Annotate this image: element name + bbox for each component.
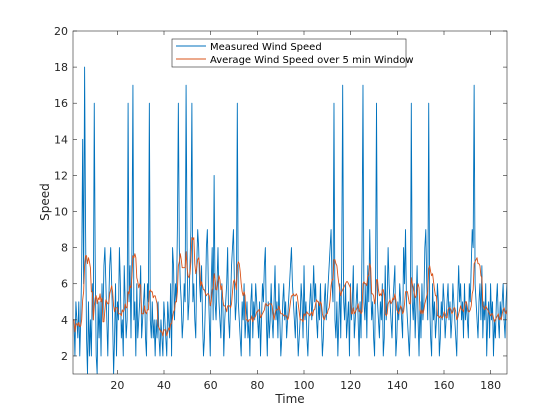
y-tick-label: 10 [54,206,68,219]
x-tick-label: 80 [250,379,264,392]
y-axis: 2 4 6 8 10 12 14 16 18 20 [54,25,507,363]
plot-area [73,31,507,374]
y-tick-label: 2 [61,350,68,363]
x-tick-label: 160 [434,379,455,392]
y-tick-label: 12 [54,169,68,182]
x-axis: 20 40 60 80 100 120 140 160 180 [110,31,501,392]
x-tick-label: 60 [204,379,218,392]
legend: Measured Wind Speed Average Wind Speed o… [171,38,414,68]
series-line-average [73,237,507,337]
axes-box [72,30,508,375]
y-tick-label: 14 [54,133,68,146]
y-tick-label: 18 [54,61,68,74]
x-tick-label: 180 [480,379,501,392]
y-tick-label: 6 [61,278,68,291]
x-axis-label: Time [274,392,304,406]
x-tick-label: 20 [110,379,124,392]
y-axis-label: Speed [38,183,52,221]
x-tick-label: 120 [340,379,361,392]
legend-label-measured: Measured Wind Speed [210,42,322,53]
y-tick-label: 20 [54,25,68,38]
legend-label-average: Average Wind Speed over 5 min Window [210,55,414,66]
y-tick-label: 4 [61,314,68,327]
x-tick-label: 40 [157,379,171,392]
y-tick-label: 8 [61,242,68,255]
legend-box [171,38,407,68]
series-layer [73,66,507,374]
series-line-measured [73,66,507,374]
y-tick-label: 16 [54,97,68,110]
x-tick-label: 100 [294,379,315,392]
x-tick-label: 140 [387,379,408,392]
